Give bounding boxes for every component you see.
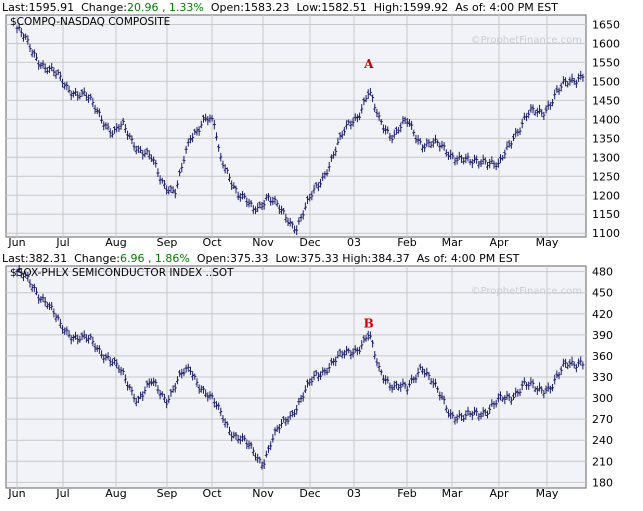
x-tick-label: Sep — [157, 487, 178, 500]
y-tick-label: 390 — [592, 329, 613, 342]
x-tick-label: Apr — [489, 236, 509, 249]
chart-panel-1: 1650 1600 1550 1500 1450 1400 1350 1300 1250 1200… — [5, 14, 620, 249]
annotation-label: B — [364, 316, 374, 330]
y-tick-label: 300 — [592, 392, 613, 405]
open-value: 375.33 — [229, 252, 269, 265]
x-tick-label: Nov — [252, 236, 274, 249]
open-label: Open: — [210, 1, 244, 14]
change-value: 20.96 , 1.33% — [126, 1, 204, 14]
y-tick-label: 1300 — [592, 151, 620, 164]
change-label: Change: — [81, 1, 127, 14]
y-tick-label: 480 — [592, 266, 613, 279]
open-value: 1583.23 — [243, 1, 290, 14]
y-tick-label: 1600 — [592, 37, 620, 50]
y-tick-label: 1550 — [592, 56, 620, 69]
y-tick-label: 1500 — [592, 75, 620, 88]
x-tick-label: Nov — [252, 487, 274, 500]
chart-title: $COMPQ-NASDAQ COMPOSITE — [10, 16, 170, 28]
x-tick-label: Dec — [299, 236, 320, 249]
y-tick-label: 450 — [592, 287, 613, 300]
watermark: ©ProphetFinance.com — [471, 286, 582, 297]
asof-text: As of: 4:00 PM EST — [455, 1, 558, 14]
y-tick-label: 1200 — [592, 189, 620, 202]
low-value: 375.33 — [300, 252, 339, 265]
y-tick-label: 1350 — [592, 132, 620, 145]
quote-bar-2: Last:382.31 Change:6.96 , 1.86% Open:375… — [2, 252, 519, 266]
x-tick-label: May — [536, 487, 559, 500]
x-tick-label: Jul — [55, 487, 69, 500]
asof-text: As of: 4:00 PM EST — [416, 252, 520, 265]
chart-title: $SOX-PHLX SEMICONDUCTOR INDEX ..SOT — [10, 267, 234, 279]
x-tick-label: May — [536, 236, 559, 249]
y-tick-label: 1450 — [592, 94, 620, 107]
x-tick-label: Jul — [55, 236, 69, 249]
high-label: High: — [342, 252, 372, 265]
x-tick-label: Aug — [105, 487, 126, 500]
y-tick-label: 1250 — [592, 170, 620, 183]
high-label: High: — [373, 1, 403, 14]
x-tick-label: Oct — [202, 487, 222, 500]
x-tick-label: Apr — [489, 487, 509, 500]
y-tick-label: 210 — [592, 455, 613, 468]
last-label: Last: — [2, 1, 29, 14]
open-label: Open: — [196, 252, 230, 265]
last-value: 382.31 — [28, 252, 68, 265]
quote-bar-1: Last:1595.91 Change:20.96 , 1.33% Open:1… — [2, 1, 558, 15]
x-tick-label: Aug — [105, 236, 126, 249]
chart-panel-2: 480 450 420 390 360 330 300 270 240 210 180 Jun Jul A… — [5, 265, 613, 500]
y-tick-label: 330 — [592, 371, 613, 384]
x-tick-label: Feb — [397, 487, 416, 500]
y-tick-label: 360 — [592, 350, 613, 363]
x-tick-label: Feb — [397, 236, 416, 249]
last-value: 1595.91 — [28, 1, 75, 14]
y-tick-label: 180 — [592, 476, 613, 489]
x-tick-label: Mar — [442, 487, 463, 500]
price-series — [15, 265, 585, 470]
change-label: Change: — [74, 252, 120, 265]
y-tick-label: 1400 — [592, 113, 620, 126]
change-value: 6.96 , 1.86% — [119, 252, 190, 265]
y-tick-label: 1100 — [592, 227, 620, 240]
y-tick-label: 1150 — [592, 208, 620, 221]
price-series — [15, 23, 585, 236]
y-tick-label: 270 — [592, 413, 613, 426]
low-label: Low: — [275, 252, 301, 265]
y-tick-label: 1650 — [592, 18, 620, 31]
x-tick-label: Dec — [299, 487, 320, 500]
annotation-label: A — [363, 57, 374, 71]
x-tick-label: Oct — [202, 236, 222, 249]
last-label: Last: — [2, 252, 29, 265]
x-tick-label: Mar — [442, 236, 463, 249]
high-value: 384.37 — [371, 252, 410, 265]
x-tick-label: Sep — [157, 236, 178, 249]
watermark: ©ProphetFinance.com — [471, 35, 582, 46]
x-tick-label: Jun — [7, 487, 25, 500]
low-label: Low: — [296, 1, 322, 14]
y-tick-label: 240 — [592, 434, 613, 447]
low-value: 1582.51 — [321, 1, 367, 14]
y-tick-label: 420 — [592, 308, 613, 321]
x-tick-label: 03 — [347, 487, 361, 500]
x-tick-label: Jun — [7, 236, 25, 249]
high-value: 1599.92 — [402, 1, 449, 14]
x-tick-label: 03 — [347, 236, 361, 249]
